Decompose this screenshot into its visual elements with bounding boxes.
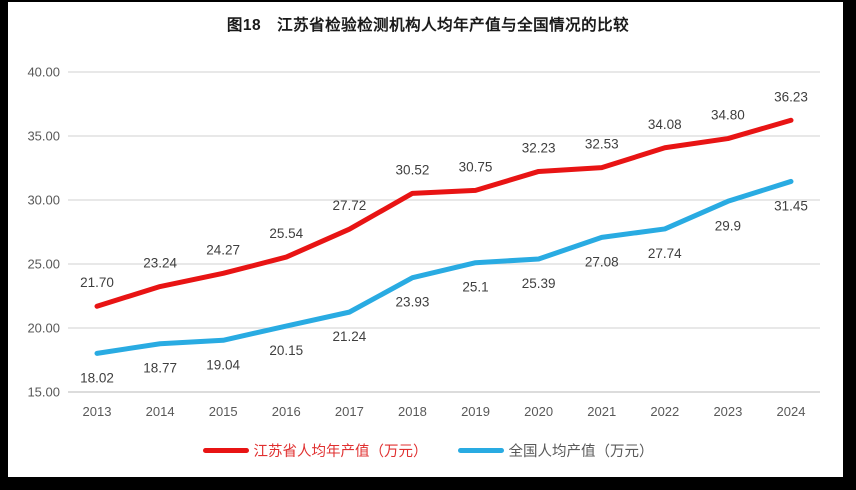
x-tick-label: 2018: [398, 404, 427, 419]
data-label-national: 23.93: [396, 295, 430, 310]
x-tick-label: 2023: [713, 404, 742, 419]
data-label-national: 29.9: [715, 218, 741, 233]
y-tick-label: 15.00: [27, 385, 60, 400]
data-label-jiangsu: 30.52: [396, 162, 430, 177]
series-line-jiangsu[interactable]: [94, 117, 794, 309]
scan-border-right: [843, 0, 856, 490]
data-label-national: 25.1: [462, 280, 488, 295]
data-label-jiangsu: 30.75: [459, 159, 493, 174]
y-tick-label: 25.00: [27, 257, 60, 272]
data-label-jiangsu: 36.23: [774, 89, 808, 104]
data-label-jiangsu: 21.70: [80, 275, 114, 290]
x-tick-label: 2021: [587, 404, 616, 419]
data-label-national: 27.08: [585, 254, 619, 269]
data-label-jiangsu: 34.80: [711, 108, 745, 123]
data-label-national: 21.24: [332, 329, 366, 344]
y-tick-label: 30.00: [27, 193, 60, 208]
y-tick-label: 20.00: [27, 321, 60, 336]
x-tick-label: 2014: [146, 404, 175, 419]
data-label-national: 18.77: [143, 361, 177, 376]
x-tick-label: 2016: [272, 404, 301, 419]
x-tick-label: 2019: [461, 404, 490, 419]
data-label-national: 18.02: [80, 370, 114, 385]
x-tick-label: 2013: [83, 404, 112, 419]
data-label-jiangsu: 32.53: [585, 137, 619, 152]
chart-legend: 江苏省人均年产值（万元） 全国人均产值（万元）: [0, 440, 856, 461]
data-label-national: 31.45: [774, 198, 808, 213]
legend-line-swatch-blue: [457, 448, 504, 453]
data-label-jiangsu: 34.08: [648, 117, 682, 132]
x-tick-label: 2020: [524, 404, 553, 419]
data-label-jiangsu: 23.24: [143, 256, 177, 271]
data-label-national: 20.15: [269, 343, 303, 358]
data-label-jiangsu: 25.54: [269, 226, 303, 241]
legend-label: 全国人均产值（万元）: [508, 444, 654, 460]
legend-label: 江苏省人均年产值（万元）: [253, 444, 428, 460]
scan-border-top: [0, 0, 856, 2]
scan-border-left: [0, 0, 8, 490]
data-label-jiangsu: 27.72: [332, 198, 366, 213]
x-tick-label: 2024: [777, 404, 806, 419]
x-tick-label: 2022: [650, 404, 679, 419]
data-label-national: 25.39: [522, 276, 556, 291]
y-tick-label: 40.00: [27, 65, 60, 80]
series-line-national[interactable]: [94, 178, 794, 356]
legend-item-jiangsu[interactable]: 江苏省人均年产值（万元）: [202, 440, 428, 461]
data-label-national: 19.04: [206, 357, 240, 372]
y-tick-label: 35.00: [27, 129, 60, 144]
data-label-jiangsu: 32.23: [522, 140, 556, 155]
legend-line-swatch-red: [202, 448, 249, 453]
x-tick-label: 2017: [335, 404, 364, 419]
x-tick-label: 2015: [209, 404, 238, 419]
data-label-national: 27.74: [648, 246, 682, 261]
scan-border-bottom: [0, 477, 856, 490]
data-label-jiangsu: 24.27: [206, 242, 240, 257]
chart-title: 图18 江苏省检验检测机构人均年产值与全国情况的比较: [226, 17, 630, 34]
legend-item-national[interactable]: 全国人均产值（万元）: [457, 440, 654, 461]
